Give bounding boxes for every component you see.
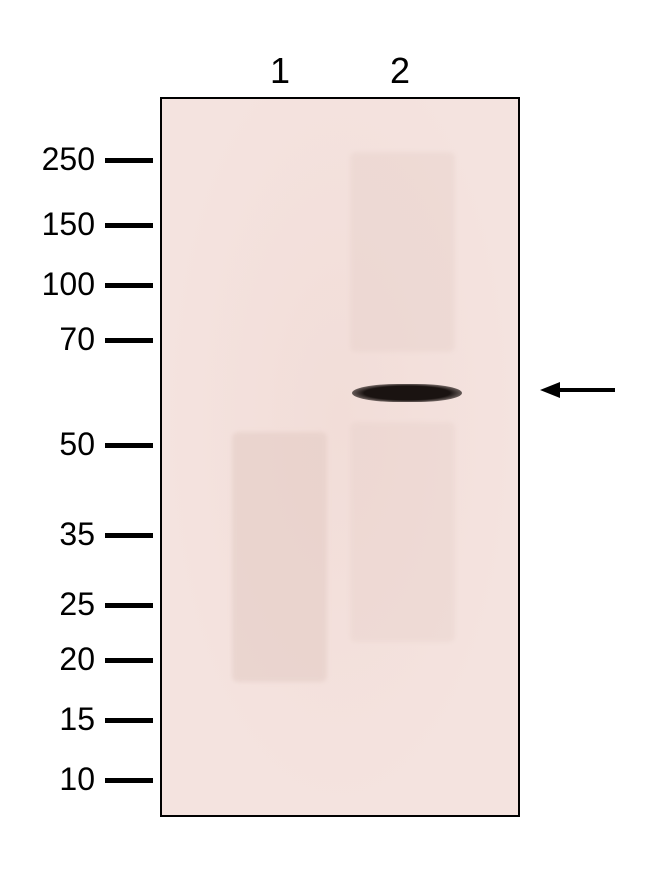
mw-label-20: 20 [59,641,95,678]
mw-label-10: 10 [59,761,95,798]
band-lane2-60kda [352,384,462,402]
blot-membrane [160,97,520,817]
mw-label-250: 250 [42,141,95,178]
lane-label-2: 2 [380,50,420,92]
mw-tick-20 [105,658,153,663]
mw-label-35: 35 [59,516,95,553]
mw-label-50: 50 [59,426,95,463]
mw-label-15: 15 [59,701,95,738]
mw-tick-15 [105,718,153,723]
smear-lane2-1 [350,152,455,352]
mw-label-150: 150 [42,206,95,243]
mw-tick-50 [105,443,153,448]
mw-label-70: 70 [59,321,95,358]
lane-label-1: 1 [260,50,300,92]
band-arrow-line [560,388,615,392]
western-blot-figure: 1 2 250 150 100 70 50 35 25 20 15 10 [0,0,650,870]
band-arrow-head [540,382,560,398]
mw-tick-150 [105,223,153,228]
mw-tick-70 [105,338,153,343]
mw-tick-250 [105,158,153,163]
smear-lane1-0 [232,432,327,682]
mw-tick-35 [105,533,153,538]
mw-tick-25 [105,603,153,608]
mw-label-25: 25 [59,586,95,623]
mw-tick-100 [105,283,153,288]
smear-lane2-2 [350,422,455,642]
mw-tick-10 [105,778,153,783]
blot-background [162,99,518,815]
mw-label-100: 100 [42,266,95,303]
